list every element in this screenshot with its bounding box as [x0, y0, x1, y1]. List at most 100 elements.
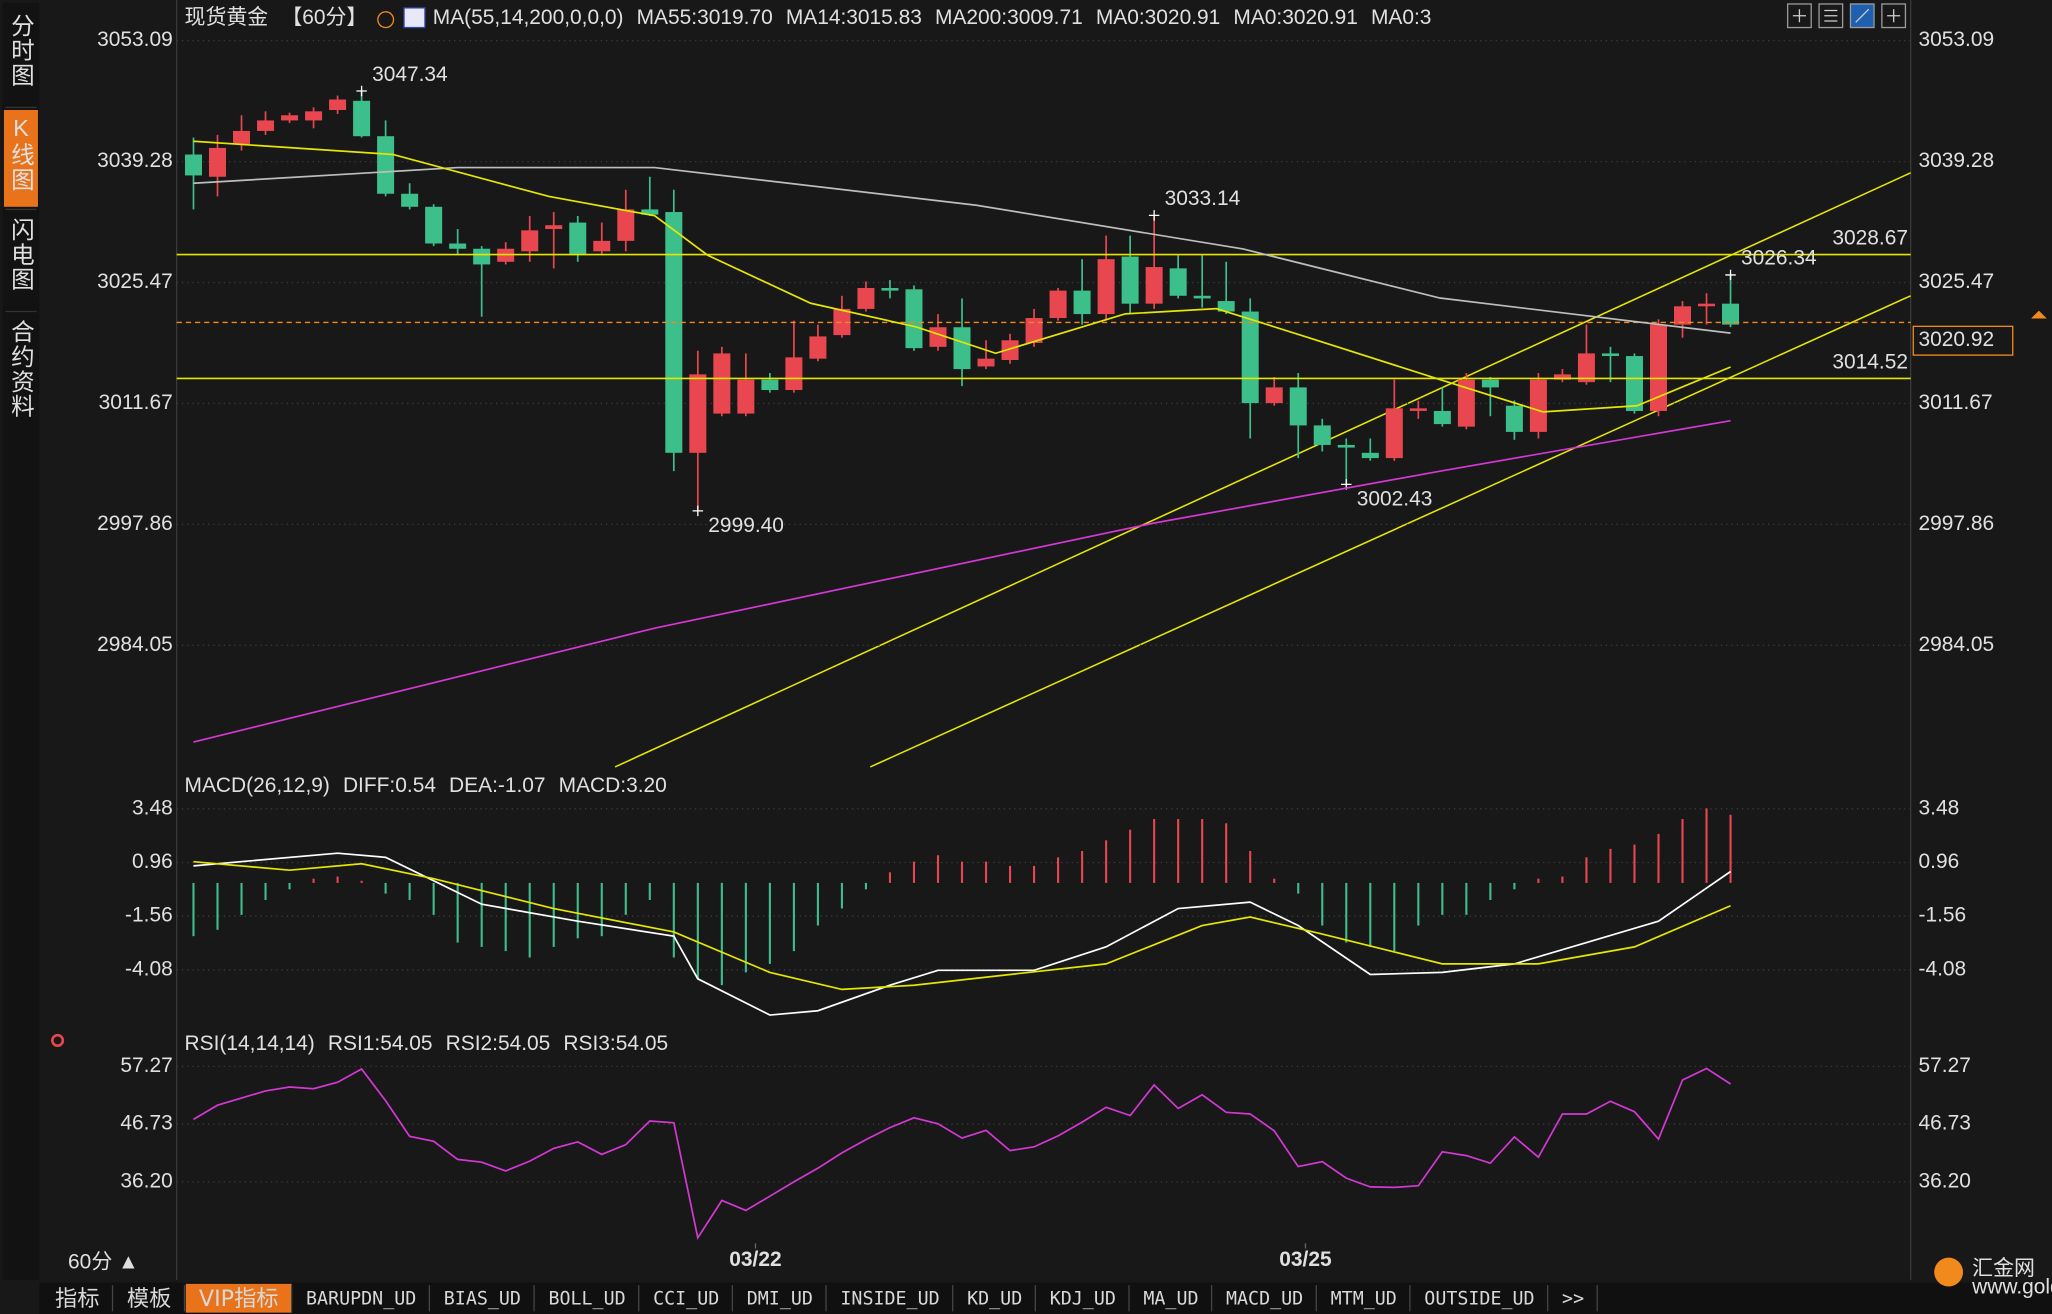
tab-bg[interactable]	[292, 1283, 430, 1313]
candle-body	[1001, 340, 1019, 360]
logo: 汇金网 www.gold678.com	[1934, 1257, 2052, 1298]
candle-body	[665, 212, 683, 453]
candle-body	[1025, 318, 1043, 343]
tab-bg[interactable]	[640, 1283, 733, 1313]
tab[interactable]: KD_UD	[967, 1289, 1022, 1310]
sidebar-tab[interactable]: K线图	[8, 115, 34, 192]
candle-body	[1698, 303, 1716, 307]
candle-body	[761, 379, 779, 391]
tab-bg[interactable]	[1317, 1283, 1410, 1313]
sidebar-tab[interactable]: 合约资料	[8, 319, 35, 419]
extreme-label: 2999.40	[708, 514, 784, 537]
tab[interactable]: BIAS_UD	[444, 1289, 521, 1310]
last-price-marker	[2031, 310, 2047, 319]
tool-icon[interactable]	[1881, 3, 1907, 29]
period-selector[interactable]: 60分 ▲	[68, 1250, 139, 1273]
y-tick-label: 3.48	[1919, 796, 1960, 819]
legend-entry: MA0:3	[1371, 6, 1431, 29]
tab[interactable]: MTM_UD	[1331, 1289, 1397, 1310]
sidebar-tab[interactable]: 闪电图	[8, 217, 34, 292]
tab-bg[interactable]	[1130, 1283, 1212, 1313]
tabs: 指标 模板 VIP指标 BARUPDN_UD BIAS_UD BOLL_UD CCI_UD D…	[41, 1283, 1598, 1313]
candle-body	[257, 120, 275, 131]
tool-icon[interactable]	[1818, 3, 1844, 29]
y-tick-label: 2984.05	[1919, 633, 1995, 656]
logo-url: www.gold678.com	[1971, 1275, 2052, 1298]
legend-entry: RSI1:54.05	[328, 1032, 433, 1055]
candle-body	[425, 206, 443, 244]
y-tick-label: 3011.67	[1919, 391, 1993, 414]
y-tick-label: 3011.67	[99, 391, 173, 414]
trend-line	[869, 295, 1911, 768]
tab-bg[interactable]	[954, 1283, 1036, 1313]
y-tick-label: 36.20	[120, 1169, 172, 1192]
legend-entry: RSI3:54.05	[563, 1032, 668, 1055]
candle-body	[641, 209, 659, 215]
candle-body	[977, 358, 995, 367]
candle-body	[1481, 379, 1499, 388]
tab-bg[interactable]	[185, 1283, 292, 1313]
indicator-icon	[403, 7, 426, 29]
legend-entry: MA0:3020.91	[1233, 6, 1357, 29]
toolbar[interactable]	[1786, 3, 1907, 29]
y-tick-label: 46.73	[1919, 1112, 1971, 1135]
tab[interactable]: CCI_UD	[653, 1289, 719, 1310]
candle-body	[1457, 379, 1475, 427]
tab-bg[interactable]	[1036, 1283, 1129, 1313]
tab-bg[interactable]	[41, 1283, 113, 1313]
y-tick-label: -4.08	[1919, 957, 1967, 980]
candle-body	[208, 147, 227, 177]
candle-body	[1073, 290, 1091, 315]
sidebar-tab[interactable]: 分时图	[8, 13, 34, 88]
tab-bg[interactable]	[827, 1283, 953, 1313]
tab[interactable]: MACD_UD	[1226, 1289, 1303, 1310]
tab[interactable]: BOLL_UD	[548, 1289, 625, 1310]
candle-body	[1265, 387, 1283, 404]
tab[interactable]: INSIDE_UD	[840, 1289, 939, 1310]
tab-bg[interactable]	[1411, 1283, 1548, 1313]
tab[interactable]: KDJ_UD	[1050, 1289, 1116, 1310]
tab-bg[interactable]	[535, 1283, 639, 1313]
y-tick-label: 3053.09	[1919, 28, 1995, 51]
candle-body	[377, 136, 395, 194]
candle-body	[1121, 256, 1139, 304]
candle-body	[1361, 452, 1379, 459]
legend-entry: MA200:3009.71	[935, 6, 1083, 29]
series-line	[193, 140, 1731, 413]
tab-bg[interactable]	[733, 1283, 827, 1313]
candle-body	[713, 353, 731, 414]
last-price-label: 3020.92	[1919, 328, 1995, 351]
trend-line	[614, 172, 1911, 768]
candle-body	[1649, 324, 1667, 411]
tab-bg[interactable]	[1548, 1283, 1598, 1313]
tool-glyph	[1792, 8, 1901, 23]
tab[interactable]: MA_UD	[1143, 1289, 1198, 1310]
tool-icon[interactable]	[1786, 3, 1812, 29]
tab[interactable]: DMI_UD	[747, 1289, 813, 1310]
extreme-marker	[1725, 269, 1736, 281]
candle-body	[857, 287, 875, 309]
candle-body	[1241, 311, 1259, 404]
y-tick-label: -1.56	[125, 904, 173, 927]
settings-icon[interactable]	[51, 1033, 65, 1047]
tab-bg[interactable]	[113, 1283, 185, 1313]
tab-bg[interactable]	[1212, 1283, 1317, 1313]
sidebar-tab-active	[3, 109, 38, 207]
tab[interactable]: 模板	[127, 1286, 171, 1312]
tab[interactable]: 指标	[55, 1286, 99, 1312]
y-tick-label: 57.27	[1919, 1054, 1971, 1077]
tab-bg[interactable]	[430, 1283, 535, 1313]
y-tick-label: 2997.86	[1919, 512, 1995, 535]
candle-body	[1385, 408, 1403, 459]
add-icon[interactable]	[377, 11, 395, 29]
candle-body	[1553, 374, 1571, 380]
y-tick-label: 46.73	[120, 1112, 172, 1135]
tab[interactable]: OUTSIDE_UD	[1424, 1289, 1534, 1310]
period: 【60分】	[281, 6, 367, 29]
tab[interactable]: BARUPDN_UD	[306, 1289, 416, 1310]
tab[interactable]: >>	[1562, 1289, 1584, 1310]
candle-body	[1049, 290, 1067, 319]
tab[interactable]: VIP指标	[199, 1286, 279, 1312]
candle-body	[785, 357, 803, 391]
